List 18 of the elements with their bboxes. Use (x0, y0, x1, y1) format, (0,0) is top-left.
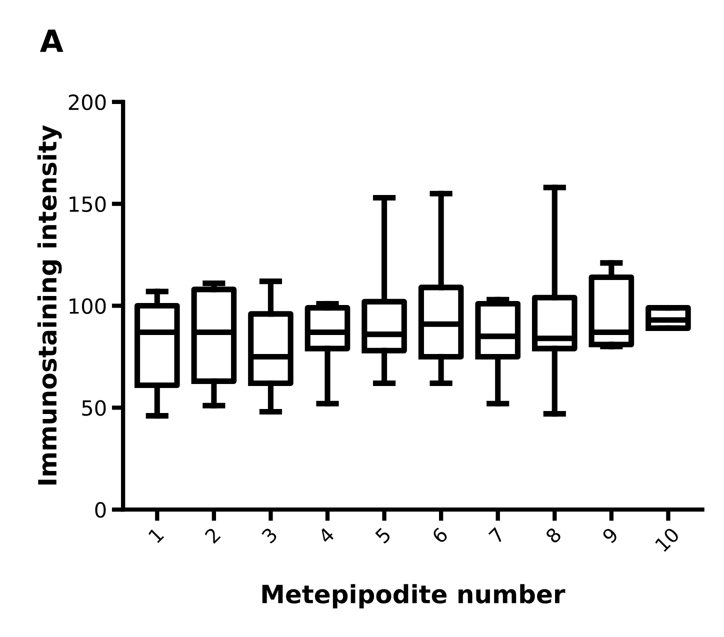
y-tick-label: 100 (70, 298, 106, 314)
x-tick-label: 10 (654, 526, 680, 552)
x-tick-label: 1 (148, 527, 164, 544)
x-axis-title: Metepipodite number (262, 584, 566, 608)
x-tick-label: 3 (260, 526, 278, 544)
y-tick-label: 0 (95, 502, 106, 518)
y-tick-label: 150 (70, 196, 106, 212)
x-tick-label: 7 (488, 527, 505, 544)
y-tick-label: 200 (68, 94, 106, 110)
x-tick-label: 6 (431, 526, 449, 544)
y-tick-label: 50 (82, 400, 106, 416)
x-tick-label: 9 (602, 526, 619, 544)
chart-title: A (40, 30, 64, 52)
x-tick-label: 8 (544, 526, 562, 544)
x-tick-label: 5 (374, 527, 392, 544)
y-axis-title: Immunostaining intensity (37, 125, 62, 484)
x-tick-label: 4 (318, 526, 335, 544)
x-tick-label: 2 (204, 527, 221, 544)
